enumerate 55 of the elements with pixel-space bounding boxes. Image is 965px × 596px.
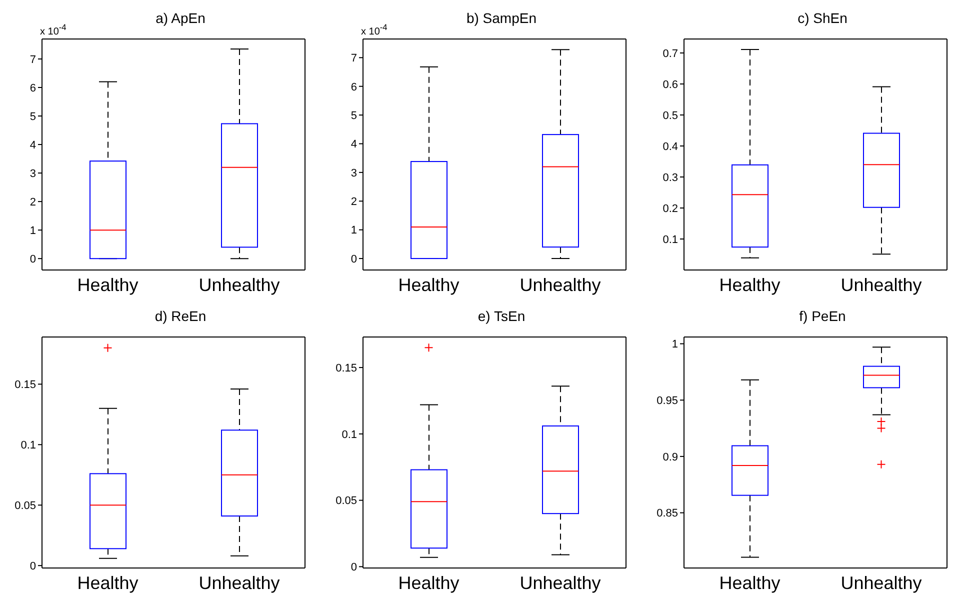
y-tick-label: 0.2 <box>662 202 678 215</box>
chart-title: a) ApEn <box>156 10 206 26</box>
y-tick-label: 0.15 <box>336 362 357 374</box>
chart-title: c) ShEn <box>796 10 848 26</box>
y-tick-label: 5 <box>350 110 357 122</box>
y-tick-label: 1 <box>30 224 36 237</box>
chart-title: d) ReEn <box>154 308 208 324</box>
y-tick-label: 0.3 <box>662 172 678 184</box>
y-tick-label: 6 <box>30 82 36 94</box>
y-tick-label: 0 <box>30 254 36 266</box>
text: x 10$^{-4}$ <box>361 22 388 38</box>
y-tick-label: 1 <box>350 224 357 237</box>
x-tick-label: Unhealthy <box>840 274 922 295</box>
x-tick-label: Healthy <box>77 572 138 593</box>
y-tick-label: 0.5 <box>662 110 678 122</box>
x-tick-label: Unhealthy <box>840 572 922 593</box>
y-tick-label: 0.7 <box>662 48 678 60</box>
y-tick-label: 7 <box>350 52 357 65</box>
y-tick-label: 1 <box>672 338 678 351</box>
x-tick-label: Healthy <box>398 572 460 593</box>
x-tick-label: Healthy <box>719 274 780 295</box>
y-tick-label: 4 <box>30 139 36 152</box>
y-tick-label: 6 <box>350 81 357 94</box>
y-tick-label: 3 <box>350 167 357 180</box>
y-tick-label: 3 <box>30 168 36 180</box>
x-tick-label: Healthy <box>77 274 138 295</box>
text: x 10$^{-4}$ <box>40 22 66 38</box>
chart-title: e) TsEn <box>476 308 526 324</box>
y-tick-label: 2 <box>350 196 357 208</box>
chart-title: f) PeEn <box>798 308 847 324</box>
y-tick-label: 0.05 <box>14 500 36 512</box>
y-tick-label: 0.05 <box>336 495 357 508</box>
y-tick-label: 0 <box>30 560 36 572</box>
y-tick-label: 0.15 <box>14 379 36 392</box>
y-tick-label: 0 <box>350 562 357 574</box>
y-tick-label: 0.9 <box>662 451 678 464</box>
y-tick-label: 0.4 <box>662 140 678 153</box>
x-tick-label: Healthy <box>398 274 460 295</box>
x-tick-label: Unhealthy <box>198 572 280 593</box>
y-tick-label: 0.1 <box>20 440 36 452</box>
x-tick-label: Unhealthy <box>198 274 280 295</box>
y-tick-label: 2 <box>30 196 36 208</box>
y-tick-label: 0.1 <box>662 234 678 246</box>
y-tick-label: 0 <box>350 253 357 266</box>
x-tick-label: Healthy <box>719 572 780 593</box>
y-tick-label: 7 <box>30 54 36 66</box>
y-tick-label: 0.1 <box>342 428 357 441</box>
x-tick-label: Unhealthy <box>520 572 601 593</box>
chart-title: b) SampEn <box>466 10 537 26</box>
y-tick-label: 4 <box>350 138 357 151</box>
y-tick-label: 0.85 <box>656 508 678 520</box>
y-tick-label: 0.6 <box>662 78 678 91</box>
x-tick-label: Unhealthy <box>520 274 601 295</box>
y-tick-label: 5 <box>30 110 36 123</box>
y-tick-label: 0.95 <box>656 395 678 408</box>
